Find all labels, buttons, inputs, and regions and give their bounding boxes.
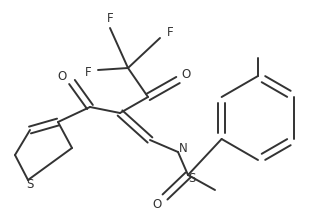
Text: S: S <box>26 178 34 191</box>
Text: O: O <box>181 69 191 81</box>
Text: F: F <box>167 26 173 39</box>
Text: F: F <box>107 12 113 25</box>
Text: S: S <box>188 173 196 185</box>
Text: N: N <box>179 143 187 155</box>
Text: O: O <box>152 198 162 212</box>
Text: F: F <box>85 67 91 79</box>
Text: O: O <box>57 71 66 83</box>
